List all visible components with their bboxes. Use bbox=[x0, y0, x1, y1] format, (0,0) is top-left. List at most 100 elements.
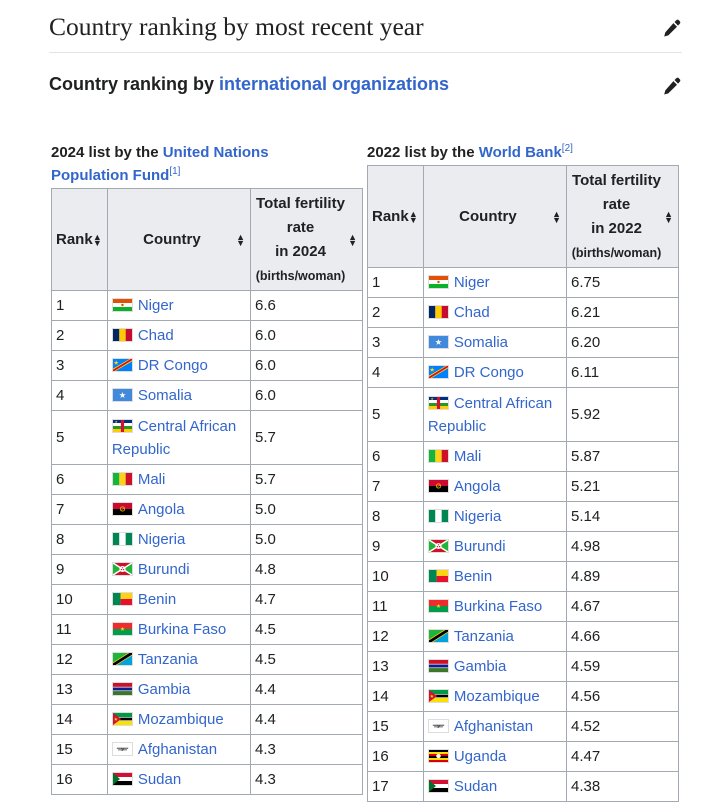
country-cell: Central African Republic bbox=[106, 410, 252, 465]
table-caption: 2022 list by the World Bank[2] bbox=[367, 143, 573, 162]
table-row: 8 Nigeria 5.0 bbox=[51, 524, 363, 555]
sort-icon: ▲ ▼ bbox=[92, 231, 102, 248]
rank-cell: 5 bbox=[367, 387, 424, 442]
edit-section-button[interactable] bbox=[662, 18, 682, 38]
mozambique-flag-icon bbox=[427, 689, 449, 703]
country-link-somalia[interactable]: Somalia bbox=[453, 334, 509, 351]
international-organizations-link[interactable]: international organizations bbox=[219, 74, 450, 94]
rank-cell: 9 bbox=[367, 531, 424, 562]
country-link-benin[interactable]: Benin bbox=[137, 591, 177, 608]
sort-icon: ▲ ▼ bbox=[408, 208, 418, 225]
fertility-rate-column-header[interactable]: Total fertility rate in 2024 (births/wom… bbox=[250, 188, 363, 291]
country-link-burundi[interactable]: Burundi bbox=[453, 538, 506, 555]
country-link-benin[interactable]: Benin bbox=[453, 568, 493, 585]
country-cell: Chad bbox=[106, 320, 252, 351]
table-row: 2 Chad 6.21 bbox=[367, 297, 679, 328]
country-link-mozambique[interactable]: Mozambique bbox=[137, 711, 224, 728]
country-link-sudan[interactable]: Sudan bbox=[453, 778, 498, 795]
country-link-burkina-faso[interactable]: Burkina Faso bbox=[137, 621, 227, 638]
afghanistan-flag-icon: ﻻ bbox=[427, 719, 449, 733]
country-cell: Mozambique bbox=[106, 704, 252, 735]
fertility-rate-cell: 4.5 bbox=[250, 644, 363, 675]
table-row: 11 Burkina Faso 4.67 bbox=[367, 591, 679, 622]
country-link-nigeria[interactable]: Nigeria bbox=[453, 508, 502, 525]
rank-cell: 16 bbox=[51, 764, 108, 795]
country-link-nigeria[interactable]: Nigeria bbox=[137, 531, 186, 548]
country-link-niger[interactable]: Niger bbox=[137, 297, 174, 314]
country-link-mozambique[interactable]: Mozambique bbox=[453, 688, 540, 705]
mali-flag-icon bbox=[111, 472, 133, 486]
fertility-rate-cell: 4.3 bbox=[250, 734, 363, 765]
country-link-mali[interactable]: Mali bbox=[137, 471, 166, 488]
country-cell: Mozambique bbox=[422, 681, 568, 712]
unfpa-link[interactable]: United Nations Population Fund bbox=[51, 144, 269, 184]
rank-cell: 4 bbox=[367, 357, 424, 388]
country-column-header[interactable]: Country ▲ ▼ bbox=[106, 188, 252, 291]
mozambique-flag-icon bbox=[111, 712, 133, 726]
afghanistan-flag-icon: ﻻ bbox=[111, 742, 133, 756]
reference-1-link[interactable]: [1] bbox=[169, 166, 181, 177]
fertility-rate-cell: 6.0 bbox=[250, 320, 363, 351]
country-link-afghanistan[interactable]: Afghanistan bbox=[137, 741, 218, 758]
country-cell: Nigeria bbox=[422, 501, 568, 532]
world-bank-link[interactable]: World Bank bbox=[478, 144, 562, 161]
rank-cell: 10 bbox=[367, 561, 424, 592]
sudan-flag-icon bbox=[111, 772, 133, 786]
fertility-rate-cell: 6.0 bbox=[250, 350, 363, 381]
reference-2-link[interactable]: [2] bbox=[561, 143, 573, 154]
svg-text:ﻻ: ﻻ bbox=[437, 725, 440, 730]
rank-cell: 3 bbox=[367, 327, 424, 358]
country-cell: Mali bbox=[106, 464, 252, 495]
rank-cell: 2 bbox=[51, 320, 108, 351]
fertility-rate-cell: 6.11 bbox=[566, 357, 679, 388]
rank-cell: 11 bbox=[51, 614, 108, 645]
country-cell: Burkina Faso bbox=[422, 591, 568, 622]
edit-subsection-button[interactable] bbox=[662, 76, 682, 96]
country-link-dr-congo[interactable]: DR Congo bbox=[137, 357, 208, 374]
fertility-table-2024: Rank ▲ ▼ Country ▲ ▼ Total fertility rate in… bbox=[51, 188, 363, 795]
country-link-central-african-republic[interactable]: Central African Republic bbox=[427, 394, 553, 435]
country-cell: Tanzania bbox=[422, 621, 568, 652]
mali-flag-icon bbox=[427, 449, 449, 463]
rank-column-header[interactable]: Rank ▲ ▼ bbox=[367, 165, 424, 268]
country-link-uganda[interactable]: Uganda bbox=[453, 748, 507, 765]
country-link-angola[interactable]: Angola bbox=[137, 501, 185, 518]
rank-cell: 15 bbox=[51, 734, 108, 765]
country-cell: Uganda bbox=[422, 741, 568, 772]
fertility-rate-column-header[interactable]: Total fertility rate in 2022 (births/wom… bbox=[566, 165, 679, 268]
country-link-angola[interactable]: Angola bbox=[453, 478, 501, 495]
fertility-rate-cell: 4.7 bbox=[250, 584, 363, 615]
country-link-central-african-republic[interactable]: Central African Republic bbox=[111, 417, 237, 458]
country-link-somalia[interactable]: Somalia bbox=[137, 387, 193, 404]
country-column-header[interactable]: Country ▲ ▼ bbox=[422, 165, 568, 268]
country-link-afghanistan[interactable]: Afghanistan bbox=[453, 718, 534, 735]
gambia-flag-icon bbox=[427, 659, 449, 673]
fertility-rate-cell: 6.6 bbox=[250, 290, 363, 321]
chad-flag-icon bbox=[427, 305, 449, 319]
country-link-mali[interactable]: Mali bbox=[453, 448, 482, 465]
fertility-table-2022: Rank ▲ ▼ Country ▲ ▼ Total fertility rate in… bbox=[367, 165, 679, 802]
country-cell: Tanzania bbox=[106, 644, 252, 675]
country-link-burkina-faso[interactable]: Burkina Faso bbox=[453, 598, 543, 615]
country-link-niger[interactable]: Niger bbox=[453, 274, 490, 291]
country-link-sudan[interactable]: Sudan bbox=[137, 771, 182, 788]
country-link-tanzania[interactable]: Tanzania bbox=[453, 628, 514, 645]
tanzania-flag-icon bbox=[111, 652, 133, 666]
benin-flag-icon bbox=[427, 569, 449, 583]
country-link-burundi[interactable]: Burundi bbox=[137, 561, 190, 578]
table-row: 1 Niger 6.75 bbox=[367, 267, 679, 298]
country-link-gambia[interactable]: Gambia bbox=[453, 658, 507, 675]
table-row: 5 Central African Republic 5.92 bbox=[367, 387, 679, 442]
country-link-chad[interactable]: Chad bbox=[137, 327, 174, 344]
country-cell: Angola bbox=[106, 494, 252, 525]
country-link-gambia[interactable]: Gambia bbox=[137, 681, 191, 698]
fertility-rate-cell: 5.21 bbox=[566, 471, 679, 502]
country-link-tanzania[interactable]: Tanzania bbox=[137, 651, 198, 668]
rank-column-header[interactable]: Rank ▲ ▼ bbox=[51, 188, 108, 291]
drcongo-flag-icon bbox=[111, 358, 133, 372]
country-link-chad[interactable]: Chad bbox=[453, 304, 490, 321]
country-link-dr-congo[interactable]: DR Congo bbox=[453, 364, 524, 381]
country-cell: ﻻ Afghanistan bbox=[422, 711, 568, 742]
sudan-flag-icon bbox=[427, 779, 449, 793]
table-caption: 2024 list by the United Nations Populati… bbox=[51, 144, 269, 184]
